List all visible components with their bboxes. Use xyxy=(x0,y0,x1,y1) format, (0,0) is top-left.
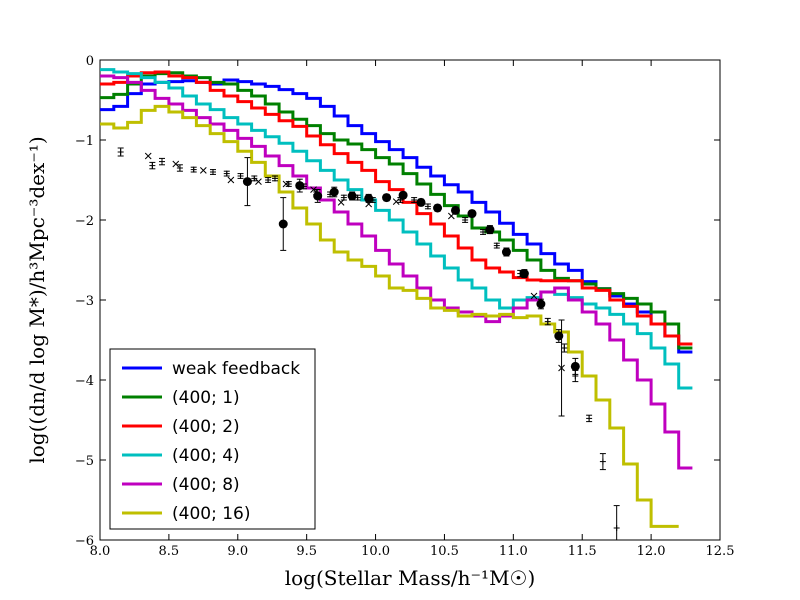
legend-label-4: (400; 8) xyxy=(172,475,240,495)
series-group xyxy=(100,68,693,528)
obs-circle-9 xyxy=(416,197,426,207)
obs-circle-7 xyxy=(382,193,392,203)
legend-label-3: (400; 4) xyxy=(172,446,240,466)
obs-circle-13 xyxy=(485,225,495,235)
obs-circle-1 xyxy=(278,219,288,229)
legend-label-1: (400; 1) xyxy=(172,388,240,408)
x-tick-label-7: 11.5 xyxy=(568,544,597,559)
obs-circle-10 xyxy=(433,203,443,213)
obs-x-11-b xyxy=(530,292,538,300)
legend-label-0: weak feedback xyxy=(172,359,300,379)
y-tick-label-4: −4 xyxy=(75,374,94,389)
y-tick-label-2: −2 xyxy=(75,214,94,229)
series-line-2 xyxy=(100,70,693,346)
x-tick-label-2: 9.0 xyxy=(227,544,248,559)
obs-circle-3 xyxy=(313,191,323,201)
y-tick-label-0: 0 xyxy=(86,54,94,69)
obs-circle-14 xyxy=(501,247,511,257)
series-line-3 xyxy=(100,68,693,390)
obs-circle-6 xyxy=(364,193,374,203)
x-tick-label-5: 10.5 xyxy=(430,544,459,559)
obs-x-4-b xyxy=(255,178,262,185)
obs-x-7-b xyxy=(337,199,345,206)
y-tick-label-1: −1 xyxy=(75,134,94,149)
y-tick-label-5: −5 xyxy=(75,454,94,469)
x-axis-label: log(Stellar Mass/h⁻¹M☉) xyxy=(285,566,536,590)
x-tick-label-8: 12.0 xyxy=(637,544,666,559)
y-tick-label-6: −6 xyxy=(75,534,94,549)
obs-x-0-b xyxy=(144,152,152,160)
y-tick-label-3: −3 xyxy=(75,294,94,309)
obs-x-6-b xyxy=(310,186,317,193)
series-line-5 xyxy=(100,104,679,528)
series-line-4 xyxy=(100,74,693,470)
legend-box xyxy=(109,348,316,530)
obs-x-12-b xyxy=(558,364,565,372)
legend-label-5: (400; 16) xyxy=(172,504,250,524)
x-tick-label-3: 9.5 xyxy=(296,544,317,559)
obs-x-9-b xyxy=(392,198,400,205)
obs-circle-12 xyxy=(467,209,477,219)
x-tick-label-6: 11.0 xyxy=(499,544,528,559)
obs-circle-5 xyxy=(347,191,357,201)
obs-circle-18 xyxy=(570,361,580,371)
x-tick-label-1: 8.5 xyxy=(159,544,180,559)
obs-circle-8 xyxy=(398,190,408,200)
obs-circle-0 xyxy=(242,177,252,187)
series-line-1 xyxy=(100,71,693,350)
obs-circle-4 xyxy=(329,187,339,197)
x-tick-label-9: 12.5 xyxy=(706,544,735,559)
legend-label-2: (400; 2) xyxy=(172,417,240,437)
x-tick-label-4: 10.0 xyxy=(361,544,390,559)
x-tick-label-0: 8.0 xyxy=(90,544,111,559)
obs-circle-11 xyxy=(450,205,460,215)
obs-circle-16 xyxy=(536,299,546,309)
axis-ticks: 8.0 8.5 9.0 9.5 10.0 10.5 11.0 11.5 12.0 12.5 0 −1 −… xyxy=(75,54,735,559)
obs-x-3-b xyxy=(227,176,235,184)
legend: weak feedback (400; 1) (400; 2) (400; 4) (40… xyxy=(109,348,316,530)
obs-circle-17 xyxy=(554,331,564,341)
obs-circle-2 xyxy=(295,181,305,191)
y-axis-label: log((dn/d log M*)/h³Mpc⁻³dex⁻¹) xyxy=(25,136,49,463)
observations-group xyxy=(117,147,620,540)
obs-x-1-b xyxy=(172,160,180,168)
obs-x-2-b xyxy=(199,167,207,174)
obs-x-5-b xyxy=(282,180,290,188)
obs-circle-15 xyxy=(519,269,529,279)
